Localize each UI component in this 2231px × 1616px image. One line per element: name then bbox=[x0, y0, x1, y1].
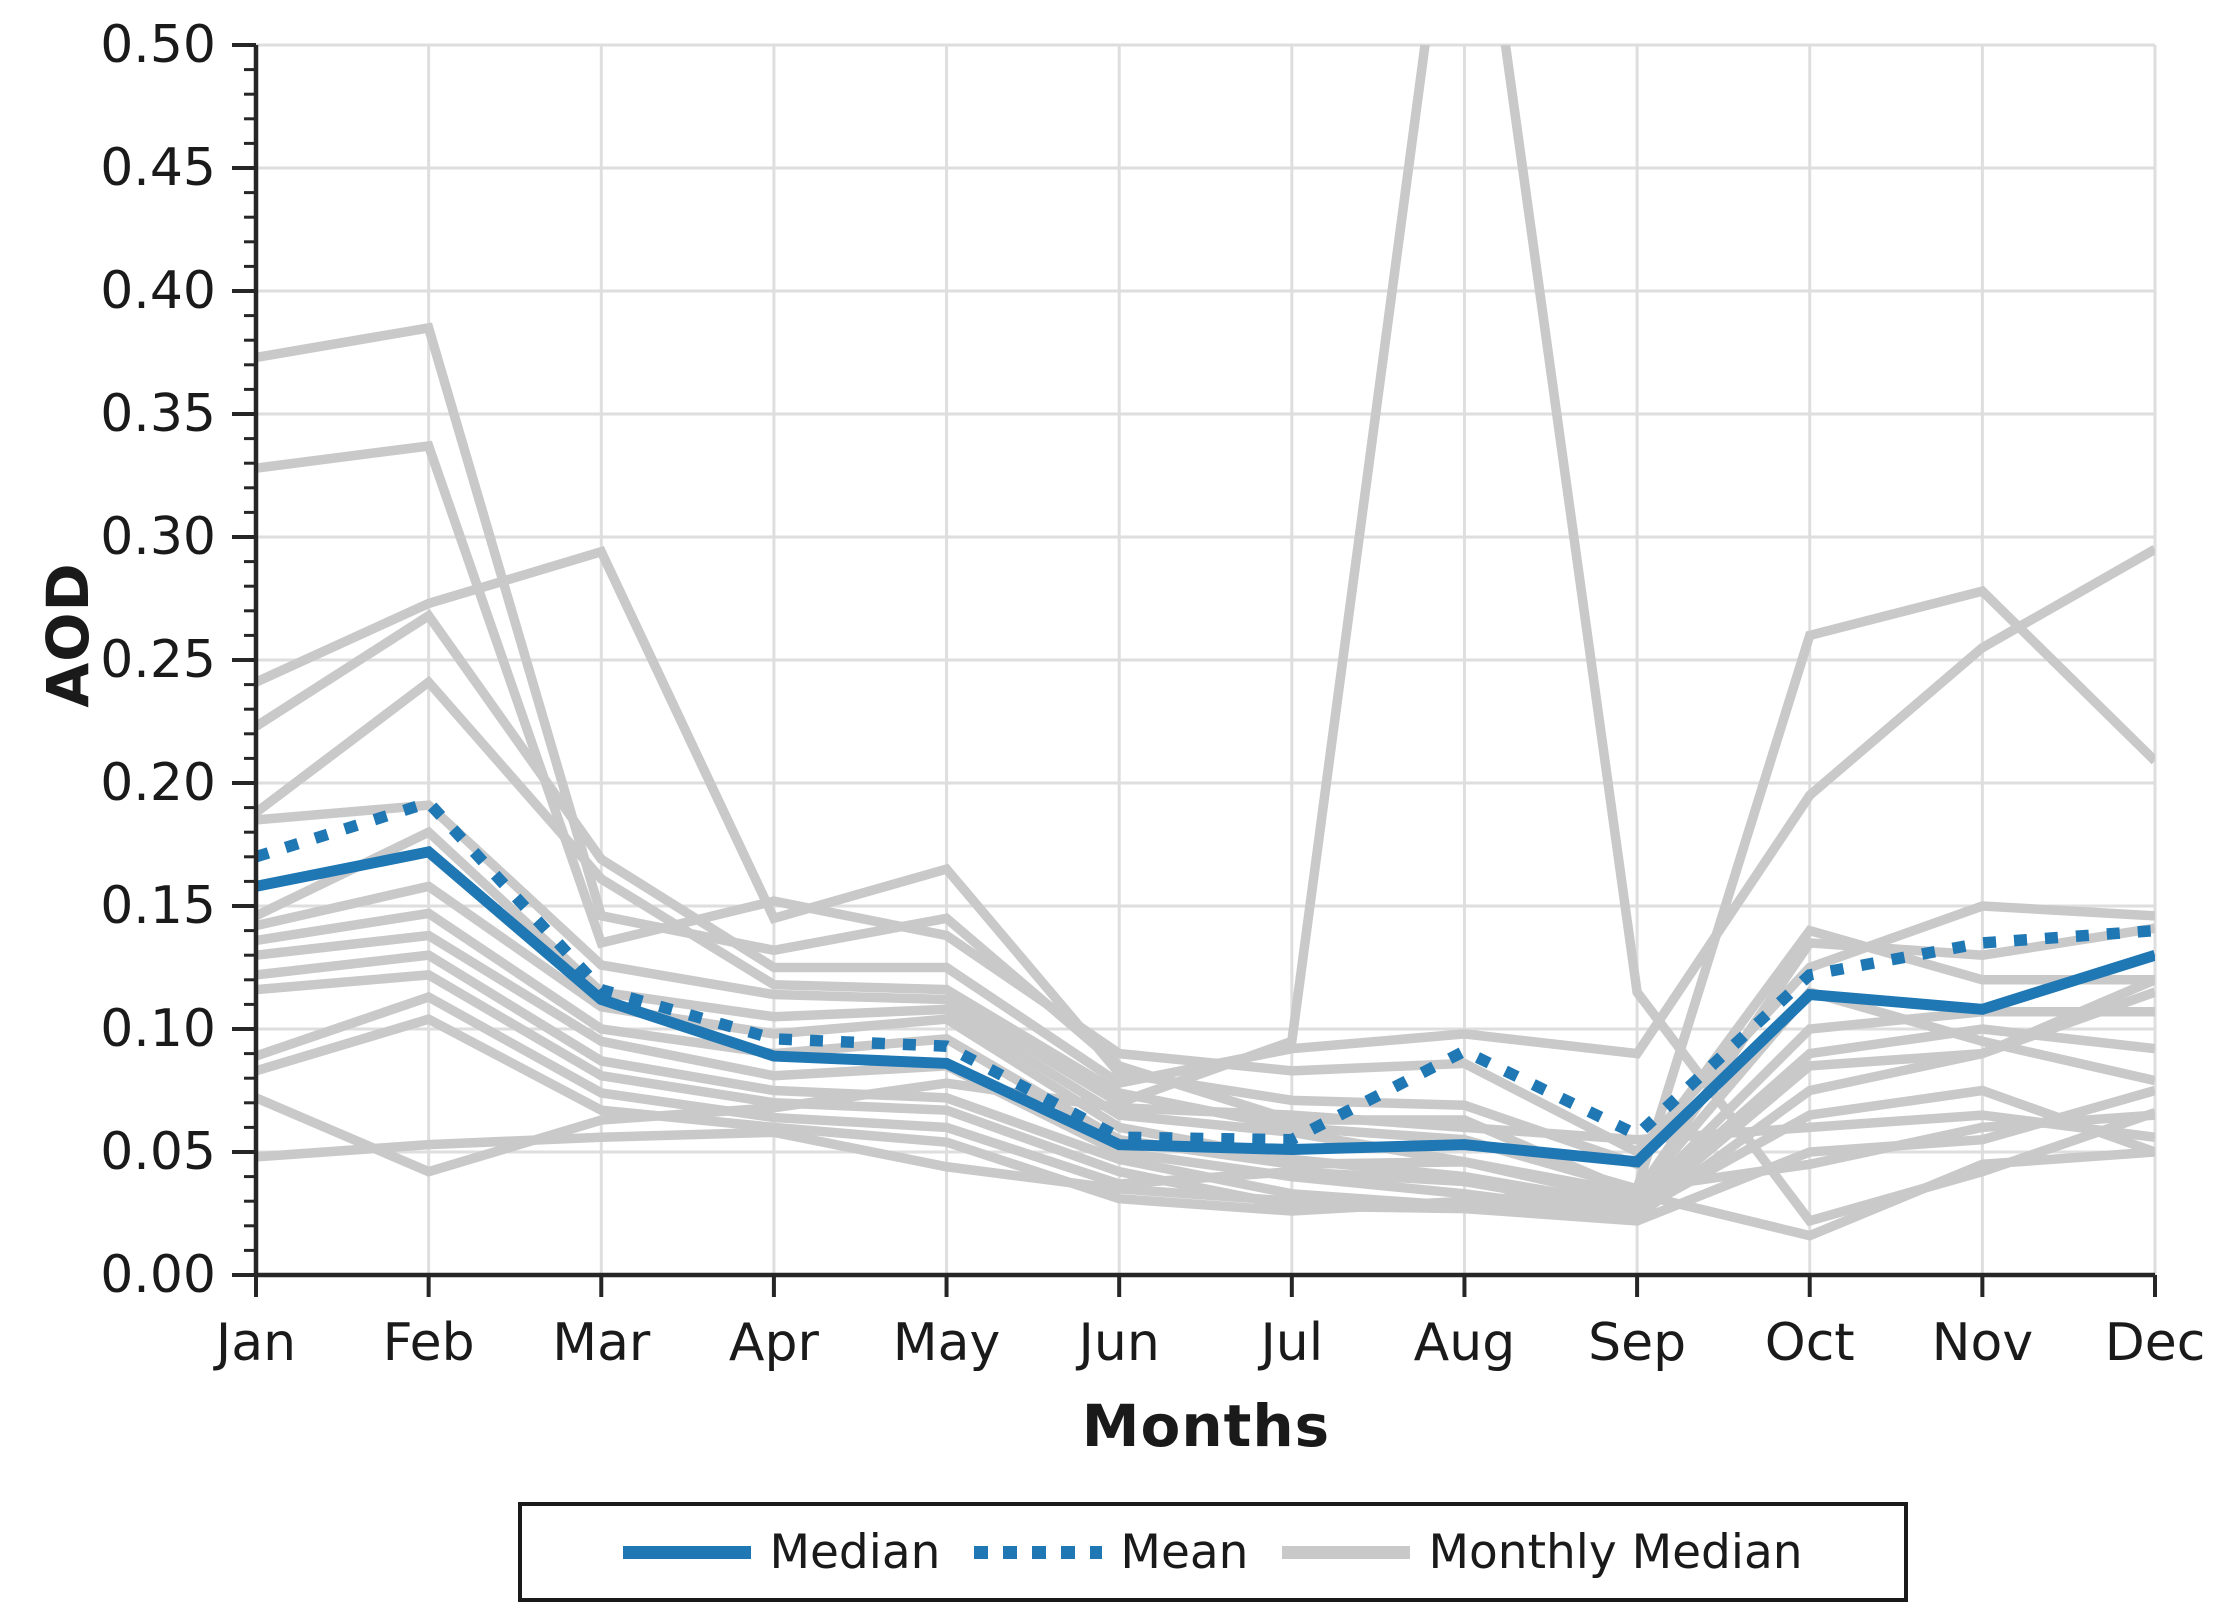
monthly-median-line-swatch-icon bbox=[1282, 1545, 1411, 1559]
x-tick-label: Jul bbox=[1257, 1313, 1323, 1373]
legend-label-median: Median bbox=[769, 1524, 941, 1580]
series-median bbox=[256, 845, 2155, 1168]
series-monthly-median bbox=[256, 45, 2155, 1227]
legend-item-median: Median bbox=[623, 1529, 940, 1576]
series-monthly-median bbox=[256, 585, 2155, 1195]
y-axis-title: AOD bbox=[34, 562, 102, 708]
series-monthly-median bbox=[256, 970, 2155, 1226]
legend-item-monthly-median: Monthly Median bbox=[1282, 1524, 1803, 1580]
x-tick-label: Nov bbox=[1932, 1313, 2034, 1373]
series-monthly-median bbox=[256, 546, 2155, 1170]
x-tick-label: Dec bbox=[2105, 1313, 2206, 1373]
legend: Median Mean Monthly Median bbox=[518, 1502, 1908, 1602]
x-tick-label: Mar bbox=[552, 1313, 651, 1373]
series-monthly-median bbox=[256, 1127, 2155, 1241]
series-monthly-median bbox=[256, 1014, 2155, 1216]
y-tick-label: 0.25 bbox=[100, 630, 216, 690]
x-axis-title: Months bbox=[1081, 1392, 1331, 1460]
y-tick-label: 0.05 bbox=[100, 1122, 216, 1182]
series-monthly-median bbox=[256, 1078, 2155, 1177]
legend-label-mean: Mean bbox=[1120, 1524, 1249, 1580]
x-tick-label: Feb bbox=[383, 1313, 475, 1373]
mean-line-swatch-icon bbox=[974, 1545, 1103, 1559]
legend-item-mean: Mean bbox=[974, 1529, 1248, 1576]
legend-label-monthly-median: Monthly Median bbox=[1428, 1524, 1803, 1580]
x-tick-label: Apr bbox=[729, 1313, 820, 1373]
x-tick-label: Sep bbox=[1588, 1313, 1686, 1373]
x-tick-label: Jan bbox=[213, 1313, 296, 1373]
series-monthly-median bbox=[256, 987, 2155, 1217]
series-mean bbox=[256, 796, 2155, 1146]
y-tick-label: 0.10 bbox=[100, 999, 216, 1059]
x-tick-label: May bbox=[893, 1313, 1001, 1373]
y-tick-label: 0.50 bbox=[100, 15, 216, 75]
x-tick-label: Jun bbox=[1076, 1313, 1160, 1373]
median-line-swatch-icon bbox=[623, 1545, 752, 1559]
y-tick-label: 0.15 bbox=[100, 876, 216, 936]
series-monthly-median bbox=[256, 826, 2155, 1207]
x-tick-label: Oct bbox=[1765, 1313, 1855, 1373]
y-tick-label: 0.45 bbox=[100, 138, 216, 198]
x-tick-label: Aug bbox=[1414, 1313, 1516, 1373]
y-tick-label: 0.35 bbox=[100, 384, 216, 444]
y-tick-label: 0.00 bbox=[100, 1245, 216, 1305]
y-tick-label: 0.20 bbox=[100, 753, 216, 813]
y-tick-label: 0.30 bbox=[100, 507, 216, 567]
series-monthly-median bbox=[256, 545, 2155, 1089]
y-tick-label: 0.40 bbox=[100, 261, 216, 321]
series-monthly-median bbox=[256, 930, 2155, 1221]
